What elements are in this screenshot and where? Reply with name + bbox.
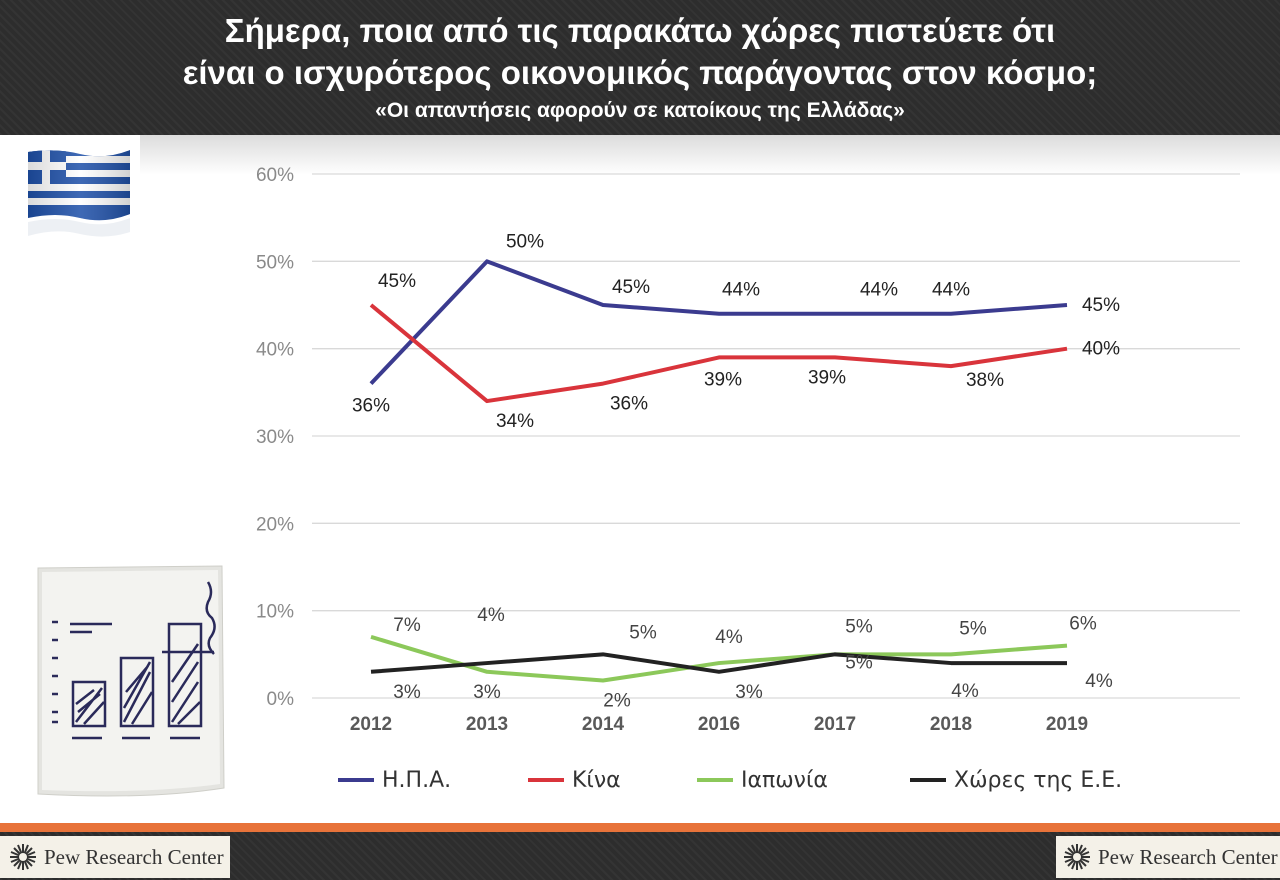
data-label-eu: 4% [1085, 671, 1113, 692]
pew-logo-text-left: Pew Research Center [44, 844, 224, 869]
y-tick-label: 40% [256, 340, 294, 361]
x-tick-label: 2019 [1046, 714, 1088, 735]
pew-logo-right: Pew Research Center [1056, 836, 1280, 878]
greek-flag-icon [28, 150, 130, 237]
x-tick-label: 2018 [930, 714, 972, 735]
pew-logo-text-right: Pew Research Center [1098, 844, 1278, 869]
legend-swatch-japan [697, 778, 733, 782]
data-label-china: 38% [966, 370, 1004, 391]
data-label-usa: 50% [506, 231, 544, 252]
x-tick-label: 2016 [698, 714, 740, 735]
y-tick-label: 60% [256, 165, 294, 186]
data-label-eu: 4% [951, 681, 979, 702]
data-label-china: 40% [1082, 339, 1120, 360]
data-label-usa: 45% [612, 277, 650, 298]
legend-label-japan: Ιαπωνία [741, 767, 828, 793]
x-tick-label: 2014 [582, 714, 625, 735]
data-label-eu: 3% [735, 682, 763, 703]
series-line-japan [370, 634, 1068, 683]
chart-title-line2: είναι ο ισχυρότερος οικονομικός παράγοντ… [182, 54, 1098, 91]
data-label-usa: 44% [932, 280, 970, 301]
data-label-usa: 36% [352, 396, 390, 417]
pew-sunburst-icon [10, 844, 36, 870]
notepad-illustration [37, 565, 225, 797]
legend-label-eu: Χώρες της Ε.Ε. [954, 767, 1123, 793]
x-tick-label: 2013 [466, 714, 508, 735]
legend-label-usa: Η.Π.Α. [382, 767, 452, 793]
series-line-usa [369, 259, 1068, 385]
series-line-china [369, 303, 1068, 404]
data-label-japan: 3% [473, 682, 501, 703]
data-label-japan: 2% [603, 691, 631, 712]
data-label-japan: 6% [1069, 614, 1097, 635]
data-label-eu: 4% [477, 605, 505, 626]
data-label-eu: 3% [393, 682, 421, 703]
legend-item-japan: Ιαπωνία [697, 762, 828, 798]
pew-sunburst-icon [1064, 844, 1090, 870]
x-tick-label: 2012 [350, 714, 392, 735]
chart-title-line1: Σήμερα, ποια από τις παρακάτω χώρες πιστ… [224, 12, 1056, 49]
title-banner: Σήμερα, ποια από τις παρακάτω χώρες πιστ… [0, 0, 1280, 135]
data-label-china: 39% [808, 367, 846, 388]
legend-swatch-eu [910, 778, 946, 782]
data-label-usa: 45% [1082, 295, 1120, 316]
data-label-usa: 44% [860, 280, 898, 301]
legend-item-china: Κίνα [528, 762, 621, 798]
chart-subtitle: «Οι απαντήσεις αφορούν σε κατοίκους της … [375, 99, 905, 122]
y-tick-label: 20% [256, 514, 294, 535]
gridlines [312, 173, 1240, 699]
data-label-china: 34% [496, 411, 534, 432]
data-label-japan: 5% [959, 618, 987, 639]
data-label-japan: 4% [715, 627, 743, 648]
series-line-eu [370, 652, 1067, 674]
legend-item-usa: Η.Π.Α. [338, 762, 451, 798]
data-labels: 36% 50% 45% 44% 44% 44% 45% 45% 34% 36% 39% 39% 38% 4… [352, 231, 1120, 711]
data-label-japan: 5% [845, 616, 873, 637]
data-label-usa: 44% [722, 280, 760, 301]
data-label-china: 39% [704, 369, 742, 390]
legend-swatch-usa [338, 778, 374, 782]
y-tick-label: 30% [256, 427, 294, 448]
data-label-china: 36% [610, 394, 648, 415]
line-chart: 0%10%20%30%40%50%60% 2012 2013 2014 2016 201… [256, 165, 1240, 735]
y-tick-label: 50% [256, 252, 294, 273]
y-axis-ticks: 0% 10% 20% 30% 40% 50% 60% [256, 165, 294, 710]
legend-label-china: Κίνα [572, 767, 621, 793]
data-label-japan: 7% [393, 615, 421, 636]
legend-item-eu: Χώρες της Ε.Ε. [910, 762, 1122, 798]
y-tick-label: 10% [256, 602, 294, 623]
banner-shadow [140, 135, 1280, 175]
x-tick-label: 2017 [814, 714, 856, 735]
y-tick-label: 0% [267, 689, 295, 710]
series-lines [369, 259, 1068, 683]
x-axis-ticks: 2012 2013 2014 2016 2017 2018 2019 [350, 714, 1088, 735]
footer-accent-bar [0, 823, 1280, 832]
data-label-china: 45% [378, 271, 416, 292]
data-label-eu: 5% [845, 652, 873, 673]
chart-legend: Η.Π.Α. Κίνα Ιαπωνία Χώρες της Ε.Ε. [0, 762, 1280, 798]
legend-swatch-china [528, 778, 564, 782]
data-label-eu: 5% [629, 622, 657, 643]
pew-logo-left: Pew Research Center [0, 836, 230, 878]
